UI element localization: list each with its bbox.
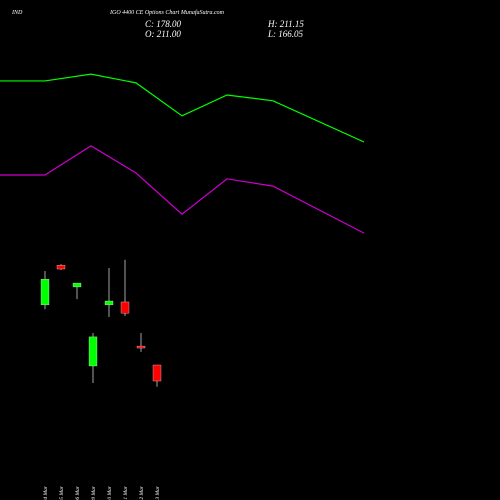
- x-tick-label: 13 Mar: [155, 485, 161, 500]
- candle-body: [120, 301, 130, 314]
- x-tick-label: 10 Mar: [107, 485, 113, 500]
- close-label: C: 178.00: [145, 19, 182, 29]
- candle-body: [40, 279, 50, 306]
- x-tick-label: 05 Mar: [59, 485, 65, 500]
- x-tick-label: 11 Mar: [123, 485, 129, 500]
- candle-body: [104, 300, 114, 306]
- candle-body: [152, 364, 162, 382]
- candle-body: [136, 345, 146, 349]
- chart-title: IGO 4400 CE Options Chart MunafaSutra.co…: [109, 9, 225, 16]
- x-tick-label: 06 Mar: [75, 485, 81, 500]
- low-label: L: 166.05: [267, 29, 304, 39]
- candle-body: [88, 336, 98, 367]
- open-label: O: 211.00: [145, 29, 181, 39]
- line-series: [0, 145, 365, 234]
- ticker: IND: [11, 10, 23, 16]
- candle-body: [72, 282, 82, 288]
- line-series: [0, 73, 365, 143]
- x-tick-label: 12 Mar: [139, 485, 145, 500]
- candle-body: [56, 264, 66, 270]
- high-label: H: 211.15: [267, 19, 304, 29]
- x-tick-label: 04 Mar: [42, 485, 49, 500]
- x-tick-label: 09 Mar: [91, 485, 97, 500]
